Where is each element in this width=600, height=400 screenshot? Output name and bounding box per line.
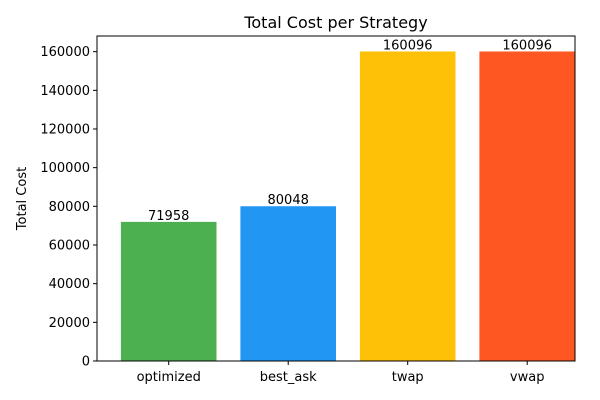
x-axis-ticks: optimized best_ask twap vwap	[137, 361, 545, 385]
bar-twap	[359, 51, 456, 361]
y-tick-label: 20000	[49, 316, 90, 331]
y-tick-label: 80000	[49, 200, 90, 215]
plot-frame	[96, 35, 576, 362]
y-tick-label: 60000	[49, 238, 90, 253]
bar-value-label-vwap: 160096	[502, 38, 552, 53]
bar-best_ask	[240, 206, 336, 361]
bar-value-label-optimized: 71958	[148, 209, 189, 224]
bar-vwap	[479, 51, 575, 361]
y-tick-label: 40000	[49, 277, 90, 292]
y-tick-label: 120000	[40, 122, 90, 137]
bar-value-label-best_ask: 80048	[268, 193, 309, 208]
y-tick-label: 160000	[40, 45, 90, 60]
x-tick-label-twap: twap	[392, 370, 424, 385]
chart-title: Total Cost per Strategy	[243, 13, 427, 32]
x-tick-label-vwap: vwap	[510, 370, 545, 385]
y-tick-label: 100000	[40, 161, 90, 176]
y-tick-label: 140000	[40, 84, 90, 99]
y-tick-label: 0	[82, 355, 90, 370]
x-tick-label-best_ask: best_ask	[260, 370, 317, 385]
bar-optimized	[120, 221, 217, 361]
y-axis-ticks: 0 20000 40000 60000 80000 100000 120000 140000 1…	[40, 45, 97, 370]
x-tick-label-optimized: optimized	[137, 370, 201, 385]
bar-value-label-twap: 160096	[383, 38, 433, 53]
bars	[120, 51, 575, 361]
bar-value-labels: 71958 80048 160096 160096	[148, 38, 552, 223]
y-axis-label: Total Cost	[15, 167, 30, 231]
